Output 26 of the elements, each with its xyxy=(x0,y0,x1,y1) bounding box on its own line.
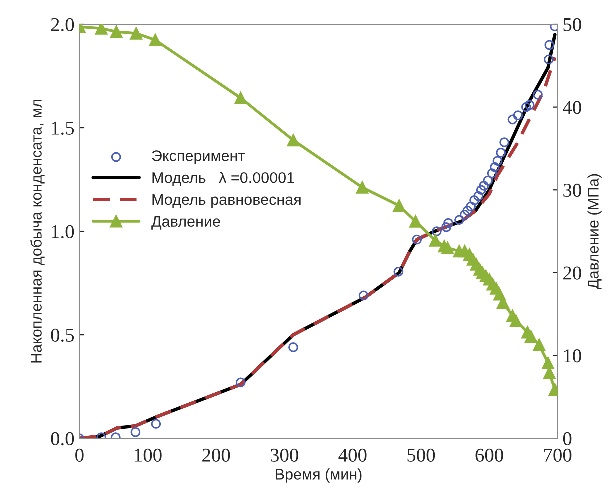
x-tick-label: 300 xyxy=(270,448,298,462)
y2-tick-label: 10 xyxy=(564,350,582,363)
legend-label: Модель λ =0.00001 xyxy=(152,172,294,186)
y2-axis-title: Давление (МПа) xyxy=(588,174,602,290)
y2-tick-label: 50 xyxy=(564,18,582,32)
y2-tick-label: 20 xyxy=(564,266,582,280)
x-tick-label: 400 xyxy=(338,448,367,462)
x-tick-label: 200 xyxy=(202,448,230,462)
y-tick-label: 0.0 xyxy=(51,432,74,446)
y-tick-label: 0.5 xyxy=(51,328,74,342)
legend-label: Модель равновесная xyxy=(152,194,301,208)
x-tick-label: 600 xyxy=(476,448,504,462)
x-tick-label: 0 xyxy=(76,448,84,462)
y2-tick-label: 0 xyxy=(563,432,572,446)
x-tick-label: 500 xyxy=(408,448,436,462)
x-axis-title: Время (мин) xyxy=(276,468,362,483)
x-tick-label: 100 xyxy=(135,448,162,462)
x-tick-label: 700 xyxy=(544,448,572,462)
y2-tick-label: 40 xyxy=(563,101,582,114)
legend-label: Давление xyxy=(152,216,220,230)
y-tick-label: 1.5 xyxy=(52,122,74,136)
y2-tick-label: 30 xyxy=(564,184,582,198)
legend-label: Эксперимент xyxy=(152,150,245,164)
y-tick-label: 1.0 xyxy=(52,225,74,239)
y-tick-label: 2.0 xyxy=(51,18,74,32)
y-axis-title: Накопленная добыча конденсата, мл xyxy=(30,100,45,363)
